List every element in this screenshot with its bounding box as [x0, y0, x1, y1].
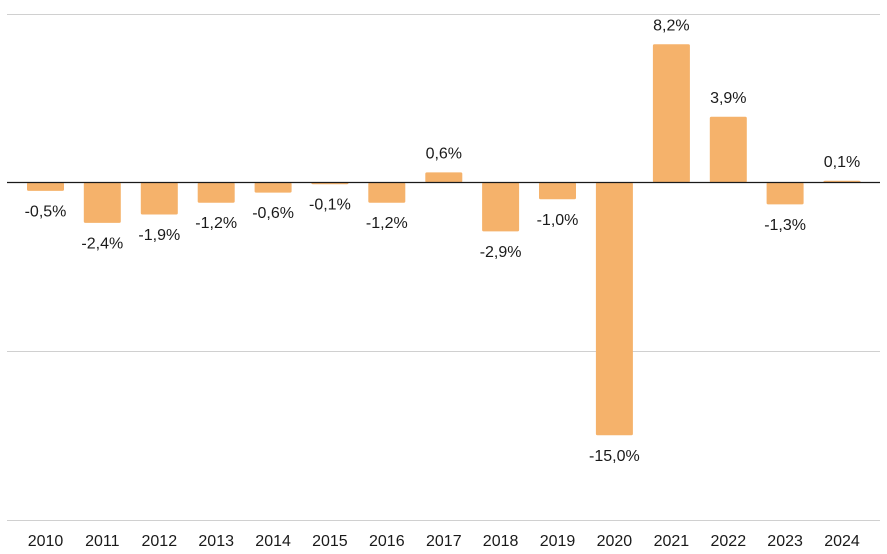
data-label-2010: -0,5%	[25, 203, 67, 220]
x-tick-2020: 2020	[597, 533, 633, 550]
x-tick-2011: 2011	[85, 533, 120, 550]
bar-2020	[595, 182, 633, 436]
data-label-2016: -1,2%	[366, 215, 408, 232]
x-tick-2018: 2018	[483, 533, 519, 550]
x-tick-2014: 2014	[255, 533, 291, 550]
bar-2016	[368, 182, 406, 203]
data-label-2023: -1,3%	[764, 217, 806, 234]
x-tick-2012: 2012	[142, 533, 178, 550]
x-tick-2019: 2019	[540, 533, 576, 550]
x-tick-2016: 2016	[369, 533, 405, 550]
x-tick-2023: 2023	[767, 533, 803, 550]
x-tick-2021: 2021	[654, 533, 690, 550]
data-label-2022: 3,9%	[710, 90, 746, 107]
bar-2010	[27, 182, 64, 191]
bar-2017	[425, 172, 463, 183]
data-label-2015: -0,1%	[309, 197, 351, 214]
data-label-2013: -1,2%	[195, 215, 237, 232]
x-tick-2024: 2024	[824, 533, 860, 550]
bar-2014	[254, 182, 292, 193]
bar-2019	[539, 182, 576, 200]
x-tick-2010: 2010	[28, 533, 64, 550]
gridlines	[7, 14, 880, 521]
data-label-2020: -15,0%	[589, 448, 640, 465]
bar-2012	[140, 182, 178, 215]
data-label-2012: -1,9%	[138, 227, 180, 244]
data-label-2017: 0,6%	[426, 145, 462, 162]
bar-2018	[482, 182, 520, 232]
data-label-2018: -2,9%	[480, 244, 522, 261]
x-tick-2017: 2017	[426, 533, 462, 550]
x-axis-tick-labels: 2010 2011 2012 2013 2014 2015 2016 2017 2018 2019…	[28, 533, 860, 550]
bars	[27, 44, 861, 436]
bar-2023	[766, 182, 804, 205]
x-tick-2013: 2013	[198, 533, 234, 550]
data-labels: -0,5% -2,4% -1,9% -1,2% -0,6% -0,1% -1,2% 0,6% -…	[25, 17, 861, 465]
bar-2013	[197, 182, 235, 203]
bar-2011	[83, 182, 121, 223]
bar-2021	[652, 44, 690, 183]
data-label-2014: -0,6%	[252, 205, 294, 222]
x-tick-2015: 2015	[312, 533, 348, 550]
x-tick-2022: 2022	[711, 533, 747, 550]
data-label-2021: 8,2%	[653, 17, 689, 34]
data-label-2011: -2,4%	[81, 236, 123, 253]
bar-2022	[709, 116, 747, 183]
data-label-2024: 0,1%	[824, 154, 860, 171]
data-label-2019: -1,0%	[537, 212, 579, 229]
